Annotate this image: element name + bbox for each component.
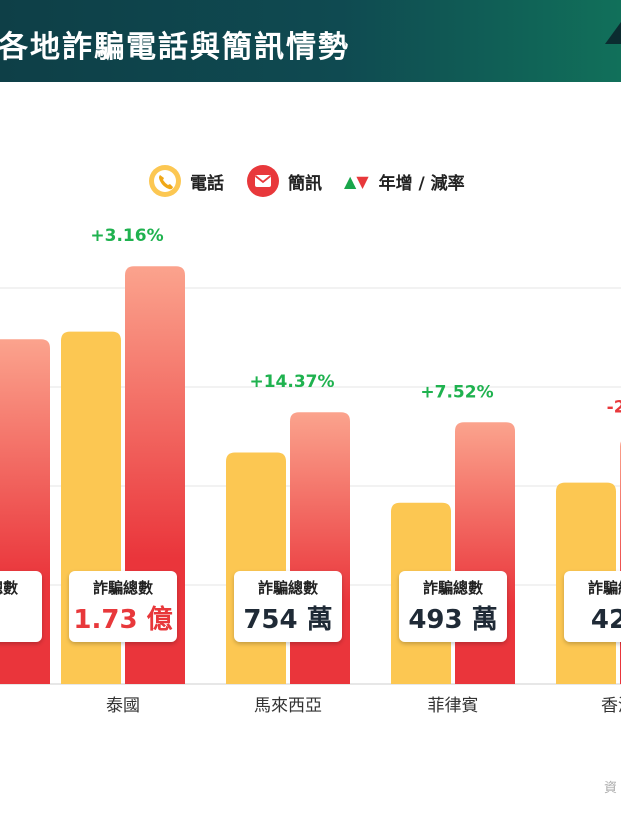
total-box-label: 詐騙總數: [258, 579, 318, 597]
legend-sms-label: 簡訊: [288, 173, 322, 194]
change-label: +3.16%: [90, 226, 163, 246]
change-label: +7.52%: [420, 382, 493, 402]
category-label: 菲律賓: [428, 696, 479, 716]
total-value: 1.73 億: [73, 605, 172, 635]
total-box-label: 詐騙總數: [423, 579, 483, 597]
legend-item-sms: 簡訊: [246, 164, 322, 198]
header-banner: 各地詐騙電話與簡訊情勢: [0, 0, 621, 82]
legend-change-label: 年增 / 減率: [378, 173, 465, 194]
sms-bar: [290, 412, 350, 684]
total-box-bg: [0, 571, 42, 642]
logo-icon: [605, 22, 621, 44]
legend-item-phone: 電話: [148, 164, 224, 198]
total-box-bg: [69, 571, 177, 642]
sms-bar: [455, 422, 515, 684]
legend-item-change: ▲ ▼ 年增 / 減率: [344, 169, 465, 194]
total-box-label: 詐騙總數: [93, 579, 153, 597]
total-value: 萬: [0, 605, 1, 635]
total-box-label: 詐騙總數: [0, 579, 18, 597]
total-box-label: 詐騙總數: [588, 579, 621, 597]
total-box: 詐騙總數 1.73 億: [69, 571, 177, 642]
envelope-icon: [247, 165, 279, 197]
legend: 電話 簡訊 ▲ ▼ 年增 / 減率: [148, 162, 487, 200]
phone-bar: [226, 452, 286, 684]
triangle-down-icon: ▼: [356, 171, 369, 191]
total-box: 詐騙總數 493 萬: [399, 571, 507, 642]
category-label: 泰國: [106, 696, 140, 716]
page-title: 各地詐騙電話與簡訊情勢: [0, 30, 350, 65]
category-label: 香港: [601, 696, 621, 716]
change-label: -27: [607, 397, 621, 417]
total-value: 754 萬: [243, 605, 332, 635]
change-label: +14.37%: [249, 372, 334, 392]
phone-icon: [149, 165, 181, 197]
total-value: 423: [591, 605, 621, 635]
change-label: %: [0, 299, 1, 319]
total-box-bg: [399, 571, 507, 642]
total-box: 詐騙總數萬: [0, 571, 42, 642]
total-box-bg: [564, 571, 621, 642]
source-note: 資: [603, 781, 617, 796]
legend-phone-label: 電話: [190, 173, 224, 194]
total-box-bg: [234, 571, 342, 642]
total-box: 詐騙總數 754 萬: [234, 571, 342, 642]
category-label: 馬來西亞: [254, 696, 322, 716]
total-value: 493 萬: [408, 605, 497, 635]
triangle-up-icon: ▲: [344, 171, 357, 191]
total-box: 詐騙總數 423: [564, 571, 621, 642]
